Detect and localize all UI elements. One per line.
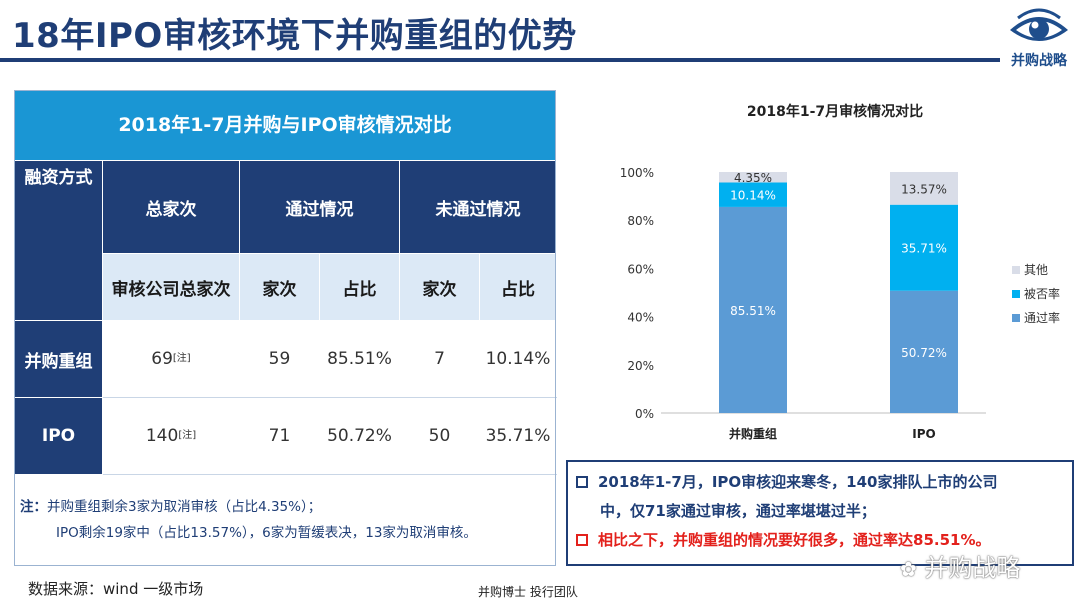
table-note: 注：并购重组剩余3家为取消审核（占比4.35%）； IPO剩余19家中（占比13… xyxy=(20,499,477,541)
data-label: 35.71% xyxy=(901,242,947,256)
square-bullet-icon xyxy=(576,534,588,546)
row-pass-ratio: 85.51% xyxy=(319,320,400,398)
x-tick-label: IPO xyxy=(912,427,935,441)
header-pass: 通过情况 xyxy=(239,160,400,254)
x-tick-label: 并购重组 xyxy=(729,426,777,441)
header-fail: 未通过情况 xyxy=(399,160,557,254)
subheader-pass-count: 家次 xyxy=(239,253,320,321)
row-fail-count: 7 xyxy=(399,320,480,398)
subheader-pass-ratio: 占比 xyxy=(319,253,400,321)
y-tick-label: 60% xyxy=(627,262,654,276)
data-label: 85.51% xyxy=(730,304,776,318)
square-bullet-icon xyxy=(576,476,588,488)
row-pass-count: 71 xyxy=(239,397,320,475)
brand-logo: 并购战略 xyxy=(1004,8,1074,72)
data-label: 4.35% xyxy=(734,171,772,185)
bar-segment xyxy=(719,206,787,413)
data-label: 50.72% xyxy=(901,346,947,360)
page-title: 18年IPO审核环境下并购重组的优势 xyxy=(12,16,577,56)
chart-title: 2018年1-7月审核情况对比 xyxy=(747,103,923,120)
logo-text: 并购战略 xyxy=(1011,53,1067,69)
subheader-fail-count: 家次 xyxy=(399,253,480,321)
row-pass-count: 59 xyxy=(239,320,320,398)
legend-swatch xyxy=(1012,314,1020,322)
summary-bullet-2: 相比之下，并购重组的情况要好很多，通过率达85.51%。 xyxy=(576,526,1064,555)
stacked-bar-chart: 2018年1-7月审核情况对比 0% 20% 40% 60% 80% 100% 85.51% 1… xyxy=(620,103,1060,441)
bar-segment xyxy=(890,290,958,413)
row-total: 69[注] xyxy=(102,320,240,398)
subheader-fail-ratio: 占比 xyxy=(479,253,557,321)
row-name: IPO xyxy=(14,397,103,475)
bar-segment xyxy=(890,204,958,291)
legend-label: 通过率 xyxy=(1024,310,1060,325)
bar-segment xyxy=(890,172,958,205)
row-pass-ratio: 50.72% xyxy=(319,397,400,475)
row-fail-ratio: 10.14% xyxy=(479,320,557,398)
eye-icon xyxy=(1010,8,1068,41)
subheader-total: 审核公司总家次 xyxy=(102,253,240,321)
summary-bullet-1: 2018年1-7月，IPO审核迎来寒冬，140家排队上市的公司 xyxy=(576,468,1064,497)
data-source: 数据来源：wind 一级市场 xyxy=(28,580,204,598)
table-title: 2018年1-7月并购与IPO审核情况对比 xyxy=(14,90,556,160)
title-divider xyxy=(0,58,1000,62)
bar-segment xyxy=(719,172,787,183)
header-total: 总家次 xyxy=(102,160,240,254)
summary-box: 2018年1-7月，IPO审核迎来寒冬，140家排队上市的公司 中，仅71家通过… xyxy=(566,460,1074,566)
y-tick-label: 40% xyxy=(627,311,654,325)
y-tick-label: 20% xyxy=(627,359,654,373)
wechat-icon: ✿ xyxy=(900,557,917,581)
row-fail-count: 50 xyxy=(399,397,480,475)
legend-label: 被否率 xyxy=(1024,286,1060,301)
table-row: IPO 140[注] 71 50.72% 50 35.71% xyxy=(14,397,557,475)
y-tick-label: 0% xyxy=(635,407,654,421)
row-name: 并购重组 xyxy=(14,320,103,398)
data-label: 10.14% xyxy=(730,189,776,203)
summary-bullet-1-cont: 中，仅71家通过审核，通过率堪堪过半； xyxy=(600,502,876,520)
y-tick-label: 100% xyxy=(620,166,654,180)
y-tick-label: 80% xyxy=(627,214,654,228)
data-label: 13.57% xyxy=(901,182,947,196)
bar-segment xyxy=(719,182,787,207)
legend-swatch xyxy=(1012,266,1020,274)
footer-credit: 并购博士 投行团队 xyxy=(478,585,578,599)
table-row: 并购重组 69[注] 59 85.51% 7 10.14% xyxy=(14,320,557,398)
row-total: 140[注] xyxy=(102,397,240,475)
row-fail-ratio: 35.71% xyxy=(479,397,557,475)
legend-label: 其他 xyxy=(1024,263,1048,277)
watermark: ✿ 并购战略 xyxy=(900,554,1021,582)
comparison-table: 融资方式 总家次 通过情况 未通过情况 审核公司总家次 家次 占比 家次 占比 … xyxy=(14,160,557,475)
header-financing: 融资方式 xyxy=(14,160,103,321)
legend-swatch xyxy=(1012,290,1020,298)
